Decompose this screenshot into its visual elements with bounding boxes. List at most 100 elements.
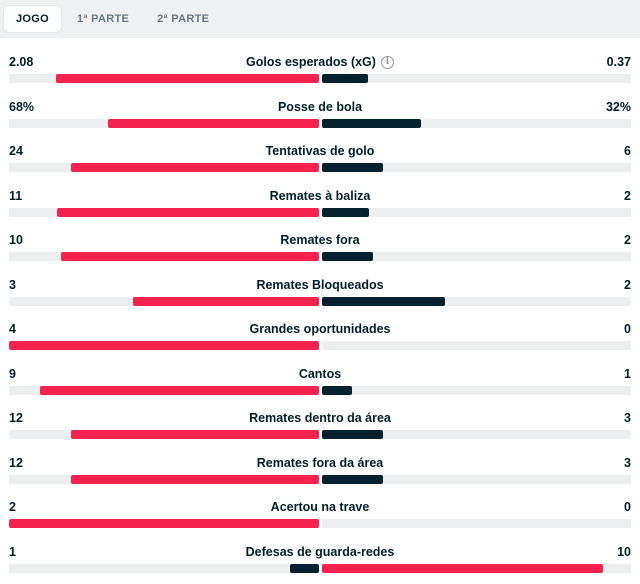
away-value: 32% [605,99,631,114]
home-bar-track [9,430,319,439]
stat-bars [9,252,631,261]
stat-values: 3 Remates Bloqueados 2 [9,277,631,293]
stat-row: 10 Remates fora 2 [9,216,631,261]
stat-bars [9,519,631,528]
stat-bars [9,74,631,83]
away-value: 0 [624,500,631,514]
away-bar-fill [321,385,353,395]
stat-label: Posse de bola [9,100,631,114]
away-value: 3 [624,455,631,470]
home-bar-fill [132,296,319,306]
stat-label: Remates fora da área [9,456,631,470]
stat-label-text: Remates fora [280,233,360,247]
away-bar-track [321,519,631,528]
away-value: 3 [624,411,631,425]
tab-2a-parte[interactable]: 2ª PARTE [157,13,210,25]
period-tabs: JOGO 1ª PARTE 2ª PARTE [0,0,640,38]
away-value: 6 [624,144,631,158]
away-value: 2 [624,188,631,203]
home-bar-fill [9,519,319,528]
stat-bars [9,163,631,172]
home-value: 9 [9,366,16,381]
away-bar-track [321,118,631,128]
stat-bars [9,207,631,217]
stat-label-text: Defesas de guarda-redes [245,544,395,559]
stat-label-text: Acertou na trave [270,500,370,514]
stat-label: Remates Bloqueados [9,278,631,292]
home-value: 2 [9,500,16,514]
home-bar-track [9,341,319,350]
stat-row: 12 Remates dentro da área 3 [9,394,631,439]
home-value: 24 [9,144,23,158]
away-bar-track [321,296,631,306]
home-bar-track [9,563,319,573]
stat-row: 2.08 Golos esperados (xG) i 0.37 [9,38,631,83]
away-bar-fill [321,430,384,439]
away-bar-fill [321,74,369,83]
away-bar-fill [321,296,446,306]
home-value: 2.08 [9,55,34,69]
stat-values: 9 Cantos 1 [9,366,631,382]
home-bar-fill [290,563,319,573]
stat-values: 11 Remates à baliza 2 [9,188,631,204]
stat-label-text: Cantos [298,366,342,381]
away-value: 0.37 [606,55,631,69]
stat-row: 68% Posse de bola 32% [9,83,631,128]
stat-values: 68% Posse de bola 32% [9,99,631,115]
stat-bars [9,474,631,484]
stat-values: 10 Remates fora 2 [9,232,631,248]
stat-bars [9,118,631,128]
home-value: 11 [9,188,23,203]
home-bar-track [9,385,319,395]
tab-1a-parte[interactable]: 1ª PARTE [77,13,130,25]
away-bar-track [321,341,631,350]
stat-bars [9,430,631,439]
away-value: 2 [624,277,631,292]
stat-row: 1 Defesas de guarda-redes 10 [9,528,631,573]
tab-jogo[interactable]: JOGO [4,6,61,32]
stat-bars [9,563,631,573]
stat-label: Acertou na trave [9,500,631,514]
home-bar-track [9,118,319,128]
stat-label-text: Golos esperados (xG) [246,55,376,69]
stat-label-text: Remates à baliza [269,188,371,203]
away-bar-track [321,74,631,83]
stat-label: Remates fora [9,233,631,247]
stat-bars [9,296,631,306]
stat-label: Defesas de guarda-redes [9,545,631,559]
home-bar-track [9,163,319,172]
away-value: 10 [617,544,631,559]
stat-values: 12 Remates fora da área 3 [9,455,631,471]
away-bar-fill [321,252,374,261]
home-bar-fill [70,163,319,172]
away-value: 2 [624,233,631,247]
home-value: 4 [9,322,16,336]
home-bar-fill [60,252,319,261]
home-value: 3 [9,277,16,292]
away-bar-fill [321,207,370,217]
away-bar-track [321,385,631,395]
home-bar-fill [70,474,319,484]
stat-row: 9 Cantos 1 [9,350,631,395]
stat-values: 12 Remates dentro da área 3 [9,410,631,426]
away-value: 1 [624,366,631,381]
stat-label: Grandes oportunidades [9,322,631,336]
stat-label-text: Tentativas de golo [265,144,375,158]
home-bar-fill [56,207,319,217]
away-bar-fill [321,563,603,573]
stat-label: Cantos [9,367,631,381]
away-bar-track [321,163,631,172]
stat-label: Remates dentro da área [9,411,631,425]
home-value: 10 [9,233,23,247]
stat-row: 2 Acertou na trave 0 [9,483,631,528]
home-value: 1 [9,544,16,559]
stat-bars [9,341,631,350]
away-value: 0 [624,322,631,336]
home-bar-track [9,296,319,306]
away-bar-track [321,252,631,261]
stat-values: 2 Acertou na trave 0 [9,499,631,515]
info-icon[interactable]: i [380,55,394,69]
stat-values: 2.08 Golos esperados (xG) i 0.37 [9,54,631,70]
home-bar-fill [108,118,319,128]
away-bar-fill [321,474,384,484]
